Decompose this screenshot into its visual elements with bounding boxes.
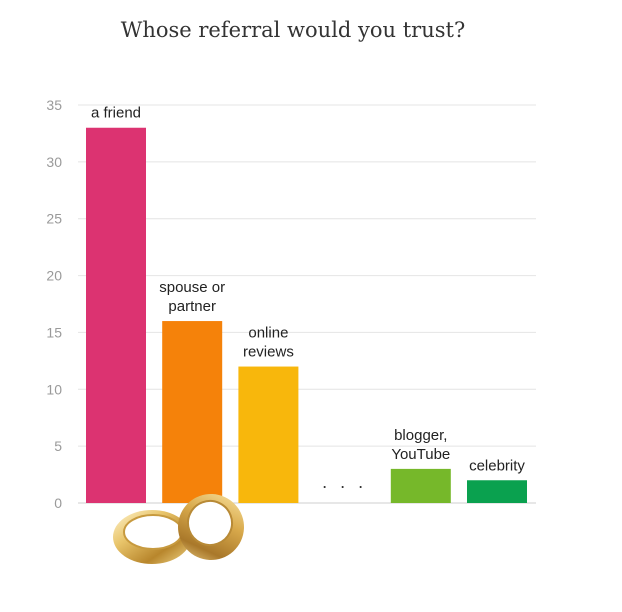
chart-title: Whose referral would you trust? xyxy=(120,18,466,42)
bar-category-label: online xyxy=(248,325,288,342)
y-tick-label: 25 xyxy=(46,211,62,227)
y-tick-label: 15 xyxy=(46,324,62,340)
bar-category-label: partner xyxy=(168,298,216,315)
y-tick-label: 5 xyxy=(54,438,62,454)
y-tick-label: 30 xyxy=(46,154,62,170)
y-tick-label: 35 xyxy=(46,97,62,113)
bar-category-label: blogger, xyxy=(394,427,447,444)
bar-labels: a friend spouse or partner online reviews . .… xyxy=(91,105,525,492)
grid-lines xyxy=(78,104,536,504)
bar xyxy=(238,366,299,503)
y-axis-ticks: 0 5 10 15 20 25 30 35 xyxy=(46,97,62,511)
wedding-rings-icon xyxy=(113,494,244,564)
bar-category-label: reviews xyxy=(243,344,294,361)
ellipsis-label: . . . xyxy=(322,472,367,492)
bars xyxy=(86,127,527,503)
bar-category-label: YouTube xyxy=(391,446,450,463)
y-tick-label: 0 xyxy=(54,495,62,511)
bar xyxy=(162,321,223,503)
bar-category-label: celebrity xyxy=(469,457,525,474)
bar-category-label: a friend xyxy=(91,105,141,122)
y-tick-label: 10 xyxy=(46,381,62,397)
y-tick-label: 20 xyxy=(46,268,62,284)
bar xyxy=(467,480,527,503)
bar xyxy=(86,127,146,503)
bar xyxy=(390,468,451,503)
bar-category-label: spouse or xyxy=(159,279,225,296)
